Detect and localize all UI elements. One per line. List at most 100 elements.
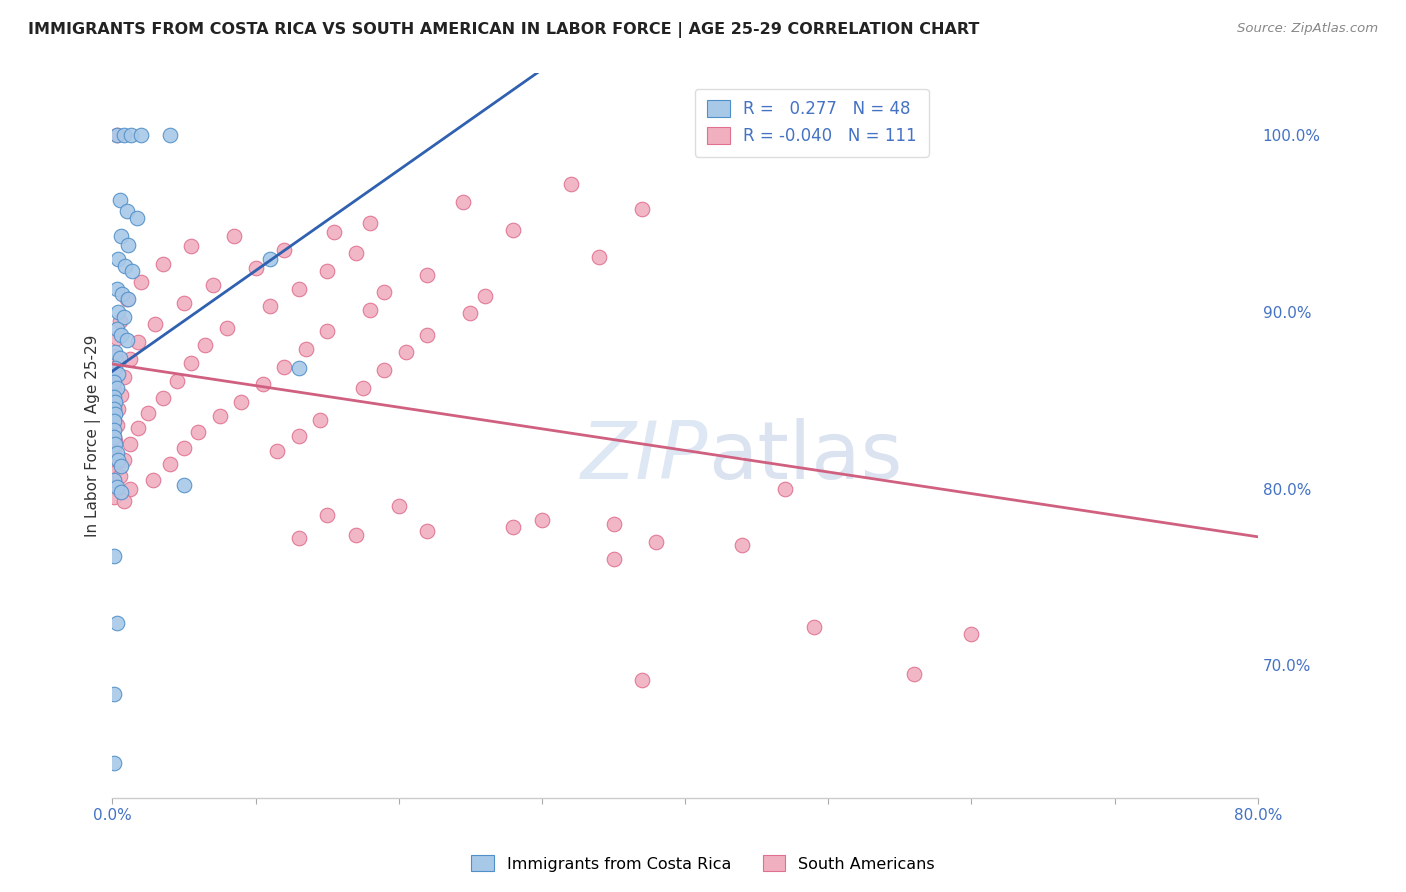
Point <box>259 252 281 266</box>
Point <box>631 202 654 216</box>
Point <box>252 377 274 392</box>
Point <box>103 390 125 404</box>
Point <box>273 243 295 257</box>
Point <box>118 352 141 367</box>
Point <box>245 260 267 275</box>
Point <box>108 469 131 483</box>
Point <box>103 376 125 390</box>
Point <box>141 473 163 487</box>
Point <box>103 687 125 701</box>
Point <box>775 482 797 496</box>
Point <box>194 338 217 352</box>
Point <box>120 128 142 142</box>
Point <box>602 516 624 531</box>
Point <box>111 287 134 301</box>
Point <box>108 313 131 327</box>
Point <box>105 282 128 296</box>
Point <box>129 128 152 142</box>
Point <box>104 395 127 409</box>
Point <box>287 282 309 296</box>
Point <box>107 453 129 467</box>
Point <box>159 128 181 142</box>
Text: ZIP: ZIP <box>581 418 709 496</box>
Point <box>117 293 139 307</box>
Point <box>103 466 125 480</box>
Point <box>110 388 132 402</box>
Point <box>127 334 149 349</box>
Point <box>127 421 149 435</box>
Point <box>803 619 825 633</box>
Point <box>287 361 309 376</box>
Point <box>105 128 128 142</box>
Point <box>316 264 339 278</box>
Point <box>103 491 125 505</box>
Point <box>460 306 482 320</box>
Point <box>474 289 496 303</box>
Point <box>110 228 132 243</box>
Point <box>112 370 135 384</box>
Point <box>416 268 439 282</box>
Point <box>103 450 125 464</box>
Point <box>107 402 129 417</box>
Point <box>180 356 202 370</box>
Point <box>107 304 129 318</box>
Point <box>114 259 136 273</box>
Point <box>105 446 128 460</box>
Point <box>451 195 474 210</box>
Point <box>103 414 125 428</box>
Point <box>231 395 253 409</box>
Point <box>108 351 131 365</box>
Point <box>259 300 281 314</box>
Point <box>104 345 127 359</box>
Point <box>107 367 129 381</box>
Point <box>105 331 128 345</box>
Point <box>103 384 125 399</box>
Point <box>103 423 125 437</box>
Point <box>287 428 309 442</box>
Point <box>903 667 925 681</box>
Point <box>117 237 139 252</box>
Point <box>103 446 125 460</box>
Text: IMMIGRANTS FROM COSTA RICA VS SOUTH AMERICAN IN LABOR FORCE | AGE 25-29 CORRELAT: IMMIGRANTS FROM COSTA RICA VS SOUTH AMER… <box>28 22 980 38</box>
Point <box>104 361 127 376</box>
Point <box>344 527 367 541</box>
Point <box>180 239 202 253</box>
Point <box>118 482 141 496</box>
Point <box>110 458 132 473</box>
Point <box>373 363 395 377</box>
Point <box>115 333 138 347</box>
Point <box>344 246 367 260</box>
Point <box>105 381 128 395</box>
Point <box>416 327 439 342</box>
Point <box>145 317 167 331</box>
Point <box>103 756 125 770</box>
Point <box>103 414 125 428</box>
Point <box>359 302 381 317</box>
Point <box>373 285 395 300</box>
Point <box>294 342 316 356</box>
Point <box>960 626 983 640</box>
Point <box>129 275 152 289</box>
Point <box>105 417 128 432</box>
Point <box>631 673 654 687</box>
Point <box>352 381 374 395</box>
Point <box>287 531 309 545</box>
Point <box>502 223 524 237</box>
Point <box>115 203 138 218</box>
Point <box>215 320 238 334</box>
Point <box>309 412 332 426</box>
Point <box>110 327 132 342</box>
Point <box>323 225 346 239</box>
Point <box>187 425 209 439</box>
Point <box>273 359 295 374</box>
Point <box>104 437 127 451</box>
Point <box>103 549 125 563</box>
Point <box>316 324 339 338</box>
Point <box>103 473 125 487</box>
Point <box>560 178 582 192</box>
Point <box>125 211 148 225</box>
Y-axis label: In Labor Force | Age 25-29: In Labor Force | Age 25-29 <box>86 334 101 537</box>
Point <box>107 252 129 266</box>
Point <box>173 478 195 492</box>
Text: Source: ZipAtlas.com: Source: ZipAtlas.com <box>1237 22 1378 36</box>
